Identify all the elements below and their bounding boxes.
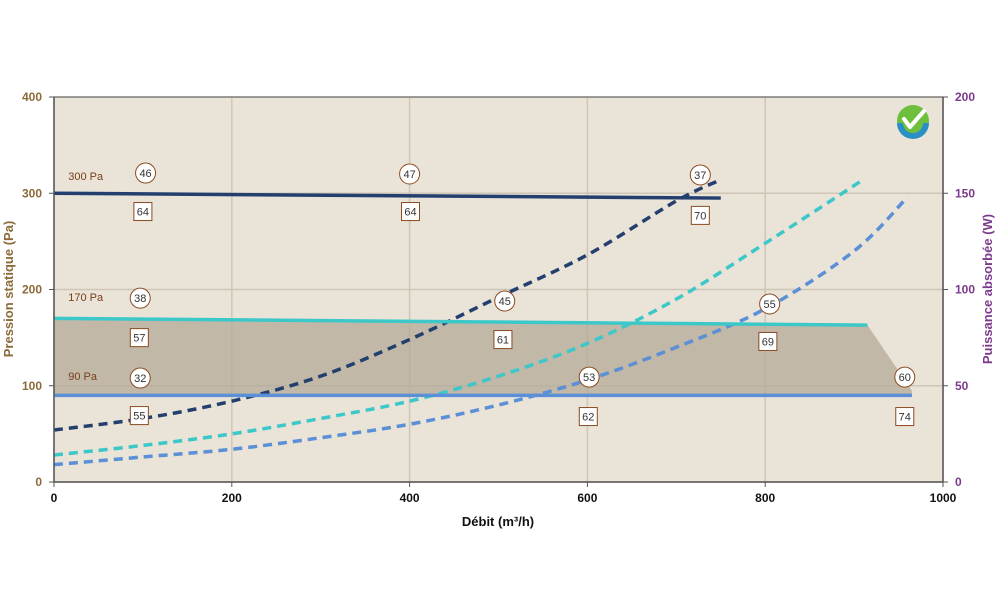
y-left-tick-label: 0: [35, 475, 42, 489]
pressure-curve: [53, 316, 868, 327]
y-left-tick-label: 300: [22, 186, 42, 200]
square-badge: [133, 202, 153, 222]
square-value: 69: [762, 336, 774, 348]
power-curves: [53, 178, 909, 467]
square-badge: [129, 328, 149, 348]
square-value: 61: [497, 335, 509, 347]
x-axis-title: Débit (m³/h): [462, 514, 534, 529]
circle-badge: [135, 162, 157, 184]
y-right-tick-label: 0: [955, 475, 962, 489]
square-value: 64: [137, 207, 149, 219]
square-value: 70: [694, 210, 706, 222]
circle-value: 47: [403, 169, 415, 181]
square-value: 74: [899, 412, 911, 424]
circle-value: 46: [139, 168, 151, 180]
square-value: 55: [133, 411, 145, 423]
circle-value: 38: [134, 293, 146, 305]
operating-range-area: [54, 318, 912, 396]
y-left-axis-title: Pression statique (Pa): [1, 221, 16, 358]
square-badge: [895, 407, 915, 427]
pressure-curve: [53, 191, 721, 200]
circle-value: 32: [134, 373, 146, 385]
square-value: 64: [404, 207, 416, 219]
curve-label: 300 Pa: [68, 171, 104, 183]
square-value: 57: [133, 333, 145, 345]
square-badge: [400, 202, 420, 222]
circle-value: 55: [764, 299, 776, 311]
circle-badge: [129, 287, 151, 309]
curve-label: 170 Pa: [68, 292, 104, 304]
y-left-tick-label: 400: [22, 90, 42, 104]
y-right-tick-label: 150: [955, 186, 975, 200]
circle-value: 37: [694, 170, 706, 182]
shaded-region: [54, 318, 912, 396]
circle-value: 53: [583, 372, 595, 384]
square-badge: [578, 407, 598, 427]
circle-badge: [129, 367, 151, 389]
x-tick-label: 800: [755, 491, 775, 505]
power-curve: [53, 178, 722, 432]
circle-badge: [689, 164, 711, 186]
x-tick-label: 600: [577, 491, 597, 505]
power-curve: [53, 178, 864, 457]
square-badge: [129, 406, 149, 426]
x-tick-label: 0: [51, 491, 58, 505]
square-value: 62: [582, 412, 594, 424]
y-right-axis-title: Puissance absorbée (W): [980, 214, 995, 364]
square-badge: [493, 330, 513, 350]
y-left-tick-label: 200: [22, 283, 42, 297]
x-tick-label: 1000: [930, 491, 957, 505]
y-right-tick-label: 50: [955, 379, 969, 393]
circle-value: 60: [899, 372, 911, 384]
power-curve: [53, 195, 909, 467]
y-right-tick-label: 100: [955, 283, 975, 297]
square-badge: [758, 331, 778, 351]
brand-logo-icon: [897, 105, 929, 139]
circle-badge: [399, 163, 421, 185]
x-tick-label: 200: [222, 491, 242, 505]
y-right-tick-label: 200: [955, 90, 975, 104]
circle-badge: [894, 366, 916, 388]
circle-badge: [578, 366, 600, 388]
axes: 0 200 400 600 800 1000 0 100 200 300 400 0 50 100 150 2…: [22, 90, 975, 505]
pressure-curves: [53, 191, 912, 398]
x-tick-label: 400: [400, 491, 420, 505]
curve-label: 90 Pa: [68, 371, 98, 383]
circle-badge: [759, 293, 781, 315]
circle-value: 45: [499, 296, 511, 308]
circle-badge: [494, 290, 516, 312]
square-badge: [690, 205, 710, 225]
y-left-tick-label: 100: [22, 379, 42, 393]
value-labels: 300 Pa 170 Pa 90 Pa 46 47 37 38 45 55 32 53 60 64 64 7…: [68, 162, 916, 427]
